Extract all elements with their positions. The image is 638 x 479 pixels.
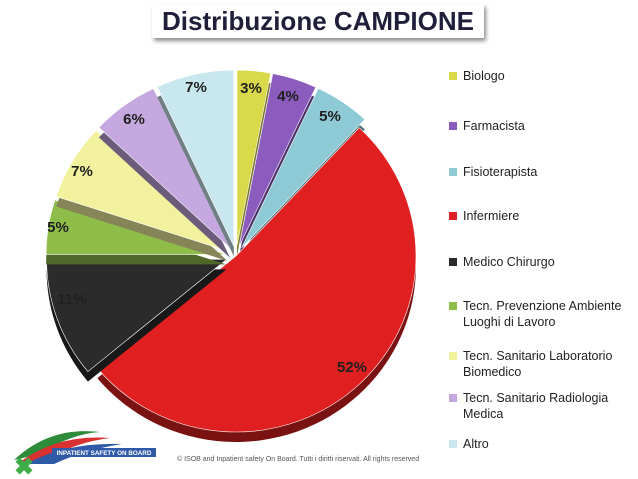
logo-banner [52, 448, 156, 457]
legend-label-0: Biologo [463, 69, 505, 83]
legend-label-7: Tecn. Sanitario Radiologia Medica [463, 391, 609, 421]
legend-item-4: Medico Chirurgo [449, 254, 638, 270]
legend-item-6: Tecn. Sanitario Laboratorio Biomedico [449, 348, 638, 380]
legend-swatch-4 [449, 258, 457, 266]
pie-slice-face-4 [46, 259, 228, 372]
legend-label-3: Infermiere [463, 209, 520, 223]
slice-label-0: 3% [240, 80, 262, 97]
slice-label-8: 7% [185, 79, 207, 96]
pie-slice-face-0 [236, 69, 272, 247]
legend-swatch-7 [449, 394, 457, 402]
legend-label-4: Medico Chirurgo [463, 255, 555, 269]
legend-item-3: Infermiere [449, 208, 638, 224]
slice-label-6: 7% [71, 163, 93, 180]
pie-slice-face-6 [55, 130, 228, 252]
legend-item-7: Tecn. Sanitario Radiologia Medica [449, 390, 638, 422]
slice-label-2: 5% [319, 108, 341, 125]
pie-slice-face-8 [156, 69, 235, 247]
legend-label-1: Farmacista [463, 119, 525, 133]
legend-swatch-8 [449, 440, 457, 448]
pie-slice-7 [98, 88, 231, 258]
chart-title: Distribuzione CAMPIONE [152, 4, 484, 38]
legend-item-5: Tecn. Prevenzione Ambiente Luoghi di Lav… [449, 298, 638, 330]
legend-label-5: Tecn. Prevenzione Ambiente Luoghi di Lav… [463, 299, 622, 329]
isob-logo: INPATIENT SAFETY ON BOARD [14, 431, 156, 475]
slice-label-7: 6% [123, 111, 145, 128]
legend-swatch-3 [449, 212, 457, 220]
slice-label-1: 4% [277, 88, 299, 105]
copyright-footer: © ISOB and Inpatient safety On Board. Tu… [177, 456, 420, 463]
legend-swatch-6 [449, 352, 457, 360]
slice-label-5: 5% [47, 219, 69, 236]
legend-label-8: Altro [463, 437, 489, 451]
logo-text: INPATIENT SAFETY ON BOARD [57, 450, 152, 457]
pie-slice-face-1 [238, 73, 317, 247]
legend-item-0: Biologo [449, 68, 638, 84]
legend-swatch-2 [449, 168, 457, 176]
pie-slice-6 [55, 130, 228, 261]
pie-slice-3 [96, 127, 417, 442]
slice-label-4: 11% [57, 291, 86, 308]
logo-cross-icon [15, 457, 33, 475]
pie-slice-0 [236, 69, 272, 257]
legend-item-8: Altro [449, 436, 638, 452]
pie-slice-face-7 [98, 88, 231, 249]
legend-swatch-5 [449, 302, 457, 310]
legend-swatch-1 [449, 122, 457, 130]
legend-label-6: Tecn. Sanitario Laboratorio Biomedico [463, 349, 613, 379]
legend-item-2: Fisioterapista [449, 164, 638, 180]
pie-slice-face-3 [96, 127, 417, 433]
legend-label-2: Fisioterapista [463, 165, 538, 179]
pie-slice-8 [156, 69, 235, 257]
slice-label-3: 52% [337, 359, 367, 376]
legend-swatch-0 [449, 72, 457, 80]
legend-item-1: Farmacista [449, 118, 638, 134]
pie-slice-4 [46, 259, 228, 382]
pie-slice-face-2 [241, 88, 366, 248]
